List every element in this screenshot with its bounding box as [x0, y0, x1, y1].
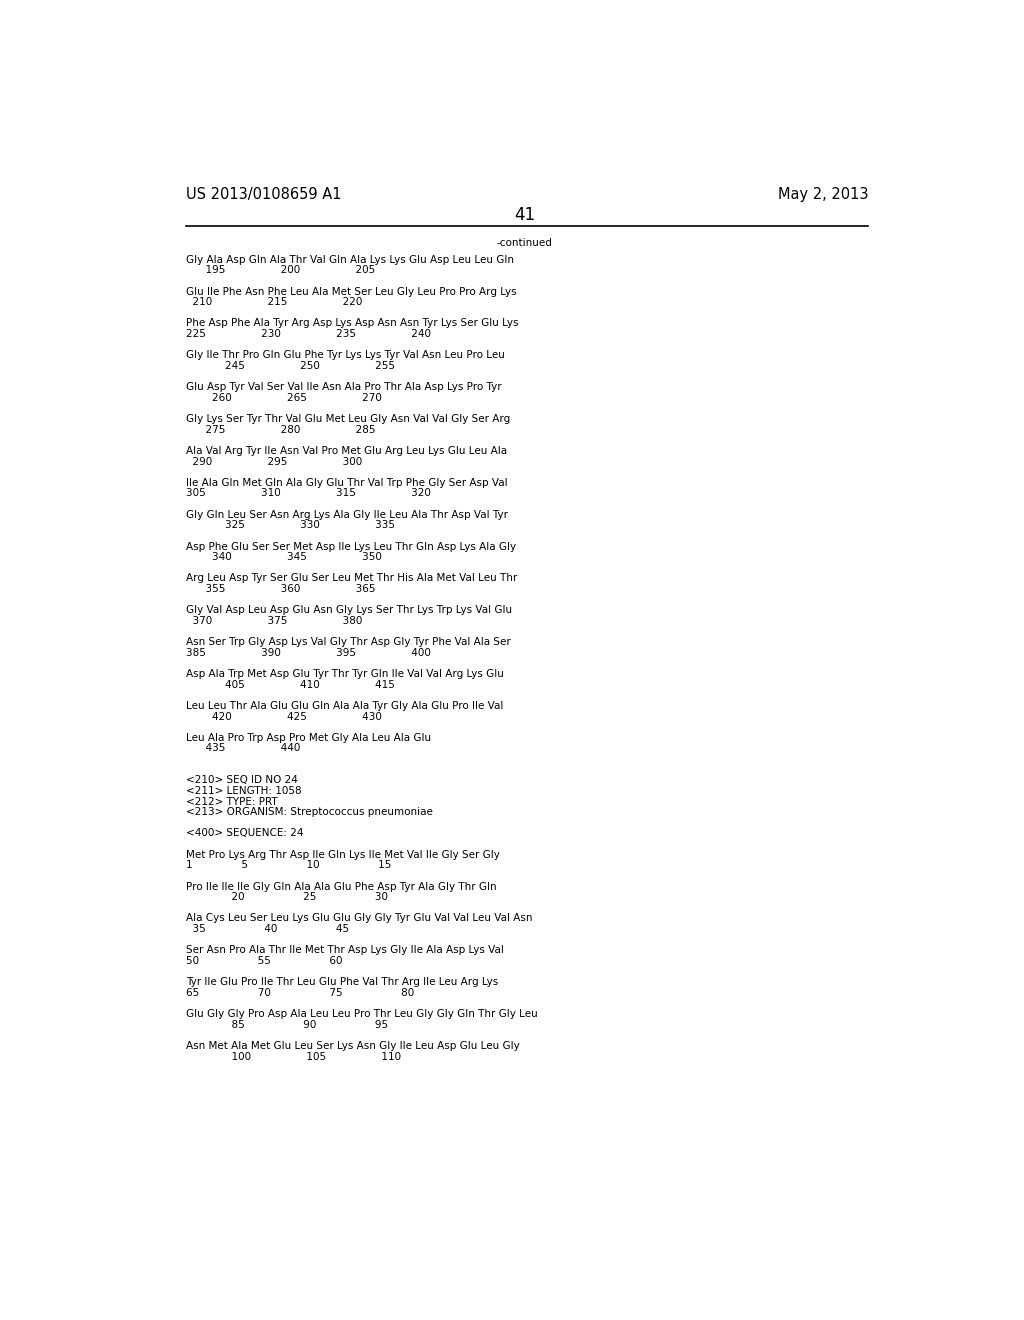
Text: 41: 41: [514, 206, 536, 224]
Text: Ala Cys Leu Ser Leu Lys Glu Glu Gly Gly Tyr Glu Val Val Leu Val Asn: Ala Cys Leu Ser Leu Lys Glu Glu Gly Gly …: [186, 913, 532, 924]
Text: 275                 280                 285: 275 280 285: [186, 425, 376, 434]
Text: Leu Leu Thr Ala Glu Glu Gln Ala Ala Tyr Gly Ala Glu Pro Ile Val: Leu Leu Thr Ala Glu Glu Gln Ala Ala Tyr …: [186, 701, 504, 711]
Text: Leu Ala Pro Trp Asp Pro Met Gly Ala Leu Ala Glu: Leu Ala Pro Trp Asp Pro Met Gly Ala Leu …: [186, 733, 431, 743]
Text: <213> ORGANISM: Streptococcus pneumoniae: <213> ORGANISM: Streptococcus pneumoniae: [186, 808, 433, 817]
Text: Glu Ile Phe Asn Phe Leu Ala Met Ser Leu Gly Leu Pro Pro Arg Lys: Glu Ile Phe Asn Phe Leu Ala Met Ser Leu …: [186, 286, 517, 297]
Text: Asp Phe Glu Ser Ser Met Asp Ile Lys Leu Thr Gln Asp Lys Ala Gly: Asp Phe Glu Ser Ser Met Asp Ile Lys Leu …: [186, 541, 516, 552]
Text: Ala Val Arg Tyr Ile Asn Val Pro Met Glu Arg Leu Lys Glu Leu Ala: Ala Val Arg Tyr Ile Asn Val Pro Met Glu …: [186, 446, 507, 455]
Text: 385                 390                 395                 400: 385 390 395 400: [186, 648, 431, 657]
Text: 50                  55                  60: 50 55 60: [186, 956, 343, 966]
Text: Phe Asp Phe Ala Tyr Arg Asp Lys Asp Asn Asn Tyr Lys Ser Glu Lys: Phe Asp Phe Ala Tyr Arg Asp Lys Asp Asn …: [186, 318, 518, 329]
Text: 210                 215                 220: 210 215 220: [186, 297, 362, 308]
Text: Gly Ala Asp Gln Ala Thr Val Gln Ala Lys Lys Glu Asp Leu Leu Gln: Gly Ala Asp Gln Ala Thr Val Gln Ala Lys …: [186, 255, 514, 264]
Text: 65                  70                  75                  80: 65 70 75 80: [186, 987, 415, 998]
Text: 225                 230                 235                 240: 225 230 235 240: [186, 329, 431, 339]
Text: Glu Asp Tyr Val Ser Val Ile Asn Ala Pro Thr Ala Asp Lys Pro Tyr: Glu Asp Tyr Val Ser Val Ile Asn Ala Pro …: [186, 383, 502, 392]
Text: Ile Ala Gln Met Gln Ala Gly Glu Thr Val Trp Phe Gly Ser Asp Val: Ile Ala Gln Met Gln Ala Gly Glu Thr Val …: [186, 478, 508, 488]
Text: May 2, 2013: May 2, 2013: [777, 187, 868, 202]
Text: Asp Ala Trp Met Asp Glu Tyr Thr Tyr Gln Ile Val Val Arg Lys Glu: Asp Ala Trp Met Asp Glu Tyr Thr Tyr Gln …: [186, 669, 504, 678]
Text: 85                  90                  95: 85 90 95: [186, 1020, 388, 1030]
Text: Gly Gln Leu Ser Asn Arg Lys Ala Gly Ile Leu Ala Thr Asp Val Tyr: Gly Gln Leu Ser Asn Arg Lys Ala Gly Ile …: [186, 510, 508, 520]
Text: 420                 425                 430: 420 425 430: [186, 711, 382, 722]
Text: -continued: -continued: [497, 238, 553, 248]
Text: US 2013/0108659 A1: US 2013/0108659 A1: [186, 187, 342, 202]
Text: Pro Ile Ile Ile Gly Gln Ala Ala Glu Phe Asp Tyr Ala Gly Thr Gln: Pro Ile Ile Ile Gly Gln Ala Ala Glu Phe …: [186, 882, 497, 891]
Text: Arg Leu Asp Tyr Ser Glu Ser Leu Met Thr His Ala Met Val Leu Thr: Arg Leu Asp Tyr Ser Glu Ser Leu Met Thr …: [186, 573, 517, 583]
Text: 340                 345                 350: 340 345 350: [186, 552, 382, 562]
Text: 435                 440: 435 440: [186, 743, 300, 754]
Text: Gly Ile Thr Pro Gln Glu Phe Tyr Lys Lys Tyr Val Asn Leu Pro Leu: Gly Ile Thr Pro Gln Glu Phe Tyr Lys Lys …: [186, 350, 505, 360]
Text: 370                 375                 380: 370 375 380: [186, 616, 362, 626]
Text: 100                 105                 110: 100 105 110: [186, 1052, 401, 1061]
Text: 325                 330                 335: 325 330 335: [186, 520, 395, 531]
Text: 290                 295                 300: 290 295 300: [186, 457, 362, 466]
Text: Met Pro Lys Arg Thr Asp Ile Gln Lys Ile Met Val Ile Gly Ser Gly: Met Pro Lys Arg Thr Asp Ile Gln Lys Ile …: [186, 850, 500, 859]
Text: Tyr Ile Glu Pro Ile Thr Leu Glu Phe Val Thr Arg Ile Leu Arg Lys: Tyr Ile Glu Pro Ile Thr Leu Glu Phe Val …: [186, 977, 499, 987]
Text: 245                 250                 255: 245 250 255: [186, 360, 395, 371]
Text: 35                  40                  45: 35 40 45: [186, 924, 349, 935]
Text: <212> TYPE: PRT: <212> TYPE: PRT: [186, 796, 278, 807]
Text: Asn Met Ala Met Glu Leu Ser Lys Asn Gly Ile Leu Asp Glu Leu Gly: Asn Met Ala Met Glu Leu Ser Lys Asn Gly …: [186, 1041, 520, 1051]
Text: 405                 410                 415: 405 410 415: [186, 680, 395, 689]
Text: 195                 200                 205: 195 200 205: [186, 265, 376, 276]
Text: <210> SEQ ID NO 24: <210> SEQ ID NO 24: [186, 775, 298, 785]
Text: <400> SEQUENCE: 24: <400> SEQUENCE: 24: [186, 829, 304, 838]
Text: Ser Asn Pro Ala Thr Ile Met Thr Asp Lys Gly Ile Ala Asp Lys Val: Ser Asn Pro Ala Thr Ile Met Thr Asp Lys …: [186, 945, 504, 956]
Text: Glu Gly Gly Pro Asp Ala Leu Leu Pro Thr Leu Gly Gly Gln Thr Gly Leu: Glu Gly Gly Pro Asp Ala Leu Leu Pro Thr …: [186, 1008, 538, 1019]
Text: 355                 360                 365: 355 360 365: [186, 583, 376, 594]
Text: 20                  25                  30: 20 25 30: [186, 892, 388, 902]
Text: Gly Val Asp Leu Asp Glu Asn Gly Lys Ser Thr Lys Trp Lys Val Glu: Gly Val Asp Leu Asp Glu Asn Gly Lys Ser …: [186, 606, 512, 615]
Text: Asn Ser Trp Gly Asp Lys Val Gly Thr Asp Gly Tyr Phe Val Ala Ser: Asn Ser Trp Gly Asp Lys Val Gly Thr Asp …: [186, 638, 511, 647]
Text: 305                 310                 315                 320: 305 310 315 320: [186, 488, 431, 499]
Text: 260                 265                 270: 260 265 270: [186, 393, 382, 403]
Text: <211> LENGTH: 1058: <211> LENGTH: 1058: [186, 785, 302, 796]
Text: 1               5                  10                  15: 1 5 10 15: [186, 861, 391, 870]
Text: Gly Lys Ser Tyr Thr Val Glu Met Leu Gly Asn Val Val Gly Ser Arg: Gly Lys Ser Tyr Thr Val Glu Met Leu Gly …: [186, 414, 510, 424]
